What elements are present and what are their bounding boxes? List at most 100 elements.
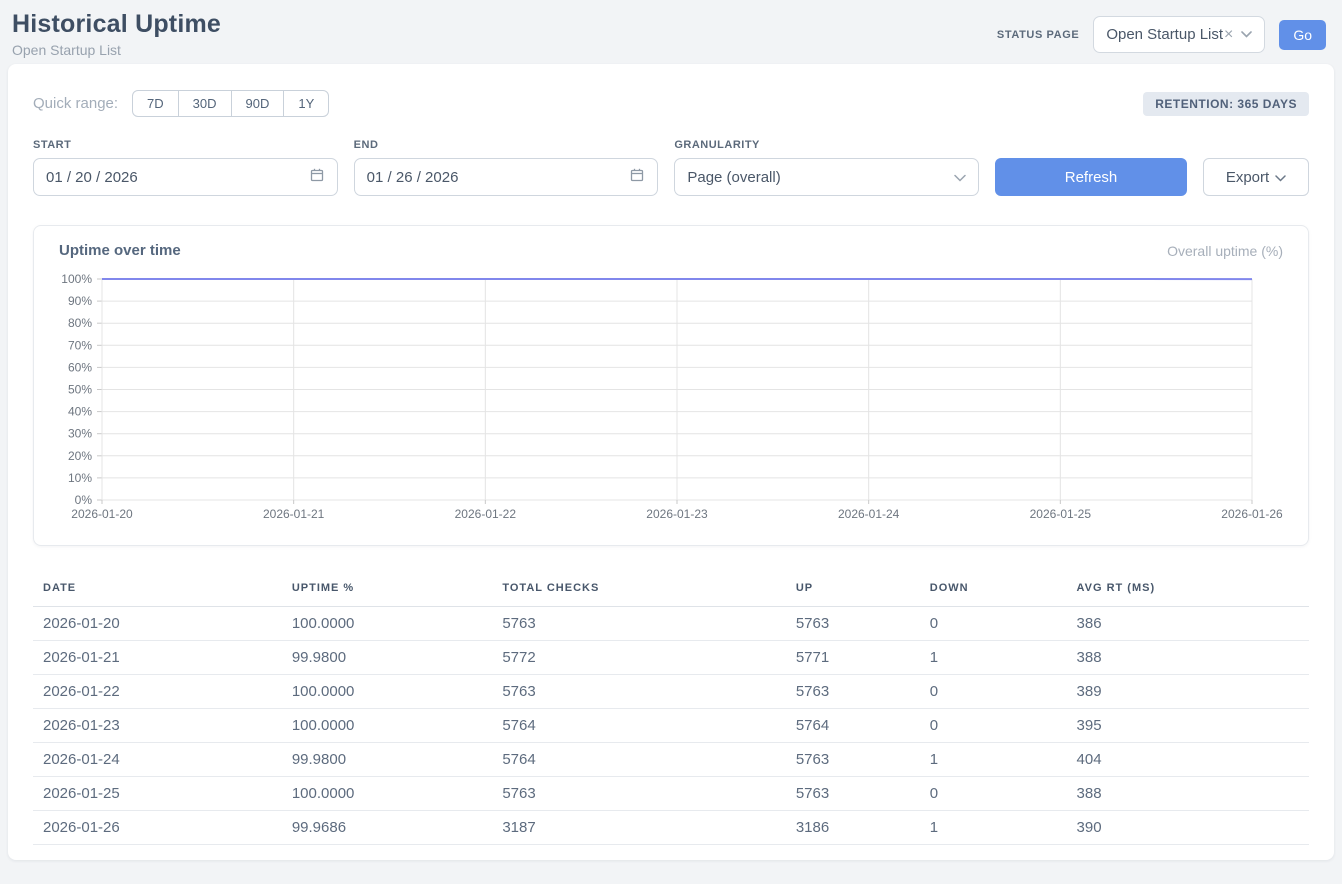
- retention-badge: RETENTION: 365 DAYS: [1143, 92, 1309, 116]
- svg-text:2026-01-24: 2026-01-24: [838, 507, 900, 521]
- table-row: 2026-01-22100.0000576357630389: [33, 675, 1309, 709]
- status-page-select[interactable]: Open Startup List ×: [1093, 16, 1265, 53]
- table-cell: 388: [1067, 777, 1309, 811]
- go-button[interactable]: Go: [1279, 20, 1326, 50]
- table-cell: 100.0000: [282, 675, 493, 709]
- chevron-down-icon: [954, 169, 966, 186]
- uptime-table-section: DATEUPTIME %TOTAL CHECKSUPDOWNAVG RT (MS…: [33, 576, 1309, 845]
- table-cell: 2026-01-21: [33, 641, 282, 675]
- table-cell: 2026-01-23: [33, 709, 282, 743]
- table-cell: 5764: [492, 709, 785, 743]
- uptime-line-chart: 0%10%20%30%40%50%60%70%80%90%100%2026-01…: [34, 271, 1308, 530]
- quick-range-left: Quick range: 7D30D90D1Y: [33, 90, 329, 117]
- column-header: TOTAL CHECKS: [492, 576, 785, 607]
- svg-text:2026-01-20: 2026-01-20: [71, 507, 133, 521]
- svg-text:2026-01-23: 2026-01-23: [646, 507, 708, 521]
- table-cell: 2026-01-25: [33, 777, 282, 811]
- refresh-button[interactable]: Refresh: [995, 158, 1187, 196]
- svg-text:80%: 80%: [68, 316, 92, 330]
- column-header: DOWN: [920, 576, 1067, 607]
- table-header-row: DATEUPTIME %TOTAL CHECKSUPDOWNAVG RT (MS…: [33, 576, 1309, 607]
- table-cell: 1: [920, 811, 1067, 845]
- quick-range-group: 7D30D90D1Y: [132, 90, 329, 117]
- start-date-input[interactable]: 01 / 20 / 2026: [33, 158, 338, 196]
- end-date-input[interactable]: 01 / 26 / 2026: [354, 158, 659, 196]
- quick-range-7d-button[interactable]: 7D: [132, 90, 179, 117]
- svg-text:90%: 90%: [68, 294, 92, 308]
- svg-text:60%: 60%: [68, 360, 92, 374]
- table-cell: 5764: [492, 743, 785, 777]
- table-cell: 3186: [786, 811, 920, 845]
- granularity-select[interactable]: Page (overall): [674, 158, 979, 196]
- chevron-down-icon: [1233, 31, 1252, 38]
- table-cell: 386: [1067, 607, 1309, 641]
- quick-range-label: Quick range:: [33, 95, 118, 112]
- start-date-value: 01 / 20 / 2026: [46, 169, 309, 186]
- column-header: AVG RT (MS): [1067, 576, 1309, 607]
- svg-text:70%: 70%: [68, 338, 92, 352]
- end-date-label: END: [354, 139, 659, 151]
- granularity-value: Page (overall): [687, 169, 954, 186]
- svg-text:2026-01-21: 2026-01-21: [263, 507, 325, 521]
- uptime-chart-card: Uptime over time Overall uptime (%) 0% 10…: [33, 225, 1309, 546]
- status-page-controls: STATUS PAGE Open Startup List × Go: [997, 16, 1326, 53]
- page-subtitle: Open Startup List: [12, 42, 221, 58]
- table-row: 2026-01-2199.9800577257711388: [33, 641, 1309, 675]
- svg-text:2026-01-25: 2026-01-25: [1030, 507, 1092, 521]
- table-cell: 100.0000: [282, 709, 493, 743]
- table-cell: 0: [920, 777, 1067, 811]
- quick-range-1y-button[interactable]: 1Y: [283, 90, 329, 117]
- table-cell: 389: [1067, 675, 1309, 709]
- end-date-field: END 01 / 26 / 2026: [354, 139, 659, 196]
- svg-text:50%: 50%: [68, 383, 92, 397]
- svg-text:2026-01-22: 2026-01-22: [455, 507, 517, 521]
- table-cell: 2026-01-24: [33, 743, 282, 777]
- top-header: Historical Uptime Open Startup List STAT…: [0, 0, 1342, 64]
- uptime-chart: 0%10%20%30%40%50%60%70%80%90%100%2026-01…: [34, 271, 1308, 535]
- table-cell: 100.0000: [282, 777, 493, 811]
- end-date-value: 01 / 26 / 2026: [367, 169, 630, 186]
- export-button[interactable]: Export: [1203, 158, 1309, 196]
- table-cell: 0: [920, 675, 1067, 709]
- column-header: UP: [786, 576, 920, 607]
- table-cell: 3187: [492, 811, 785, 845]
- chart-legend: Overall uptime (%): [1167, 243, 1283, 259]
- table-cell: 5763: [786, 743, 920, 777]
- table-cell: 5771: [786, 641, 920, 675]
- calendar-icon[interactable]: [309, 167, 325, 187]
- table-cell: 1: [920, 743, 1067, 777]
- svg-text:0%: 0%: [75, 493, 93, 507]
- table-cell: 5763: [492, 777, 785, 811]
- table-cell: 388: [1067, 641, 1309, 675]
- status-page-select-value: Open Startup List: [1106, 26, 1223, 43]
- table-cell: 2026-01-20: [33, 607, 282, 641]
- table-cell: 404: [1067, 743, 1309, 777]
- table-cell: 99.9800: [282, 743, 493, 777]
- table-cell: 1: [920, 641, 1067, 675]
- main-card: Quick range: 7D30D90D1Y RETENTION: 365 D…: [8, 64, 1334, 860]
- svg-text:20%: 20%: [68, 449, 92, 463]
- svg-text:40%: 40%: [68, 405, 92, 419]
- start-date-field: START 01 / 20 / 2026: [33, 139, 338, 196]
- table-cell: 0: [920, 607, 1067, 641]
- table-cell: 390: [1067, 811, 1309, 845]
- table-cell: 5763: [492, 607, 785, 641]
- table-cell: 5763: [786, 675, 920, 709]
- svg-text:30%: 30%: [68, 427, 92, 441]
- table-cell: 99.9800: [282, 641, 493, 675]
- page-title: Historical Uptime: [12, 10, 221, 39]
- filter-form-row: START 01 / 20 / 2026 END 01 / 26 / 2026 …: [33, 139, 1309, 196]
- quick-range-90d-button[interactable]: 90D: [231, 90, 285, 117]
- clear-icon[interactable]: ×: [1224, 27, 1233, 43]
- quick-range-30d-button[interactable]: 30D: [178, 90, 232, 117]
- svg-text:100%: 100%: [61, 272, 92, 286]
- table-cell: 395: [1067, 709, 1309, 743]
- table-cell: 99.9686: [282, 811, 493, 845]
- table-cell: 0: [920, 709, 1067, 743]
- table-row: 2026-01-2499.9800576457631404: [33, 743, 1309, 777]
- chart-header: Uptime over time Overall uptime (%): [34, 242, 1308, 271]
- calendar-icon[interactable]: [629, 167, 645, 187]
- chevron-down-icon: [1275, 169, 1286, 186]
- table-cell: 5763: [786, 777, 920, 811]
- start-date-label: START: [33, 139, 338, 151]
